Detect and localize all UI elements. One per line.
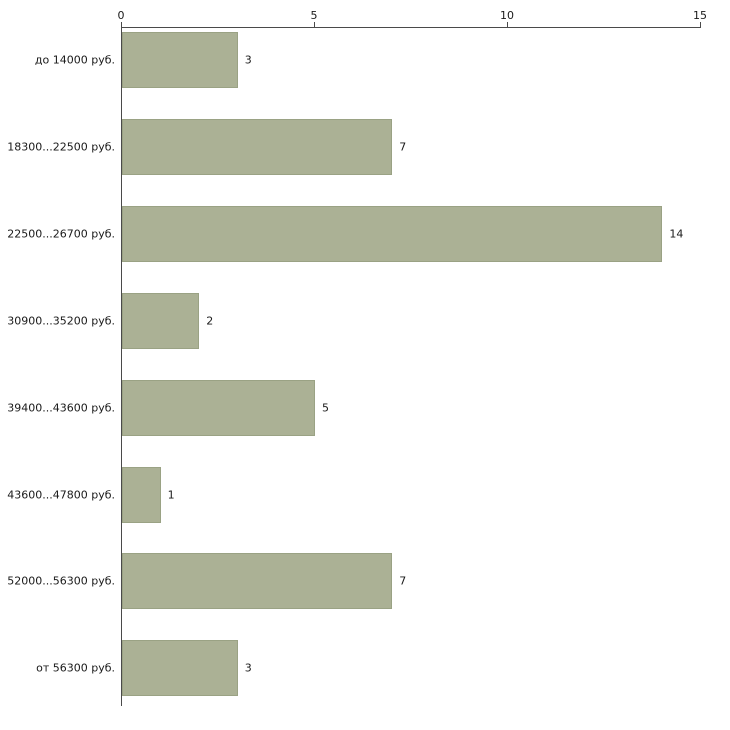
category-label: 22500...26700 руб. <box>7 227 115 241</box>
x-tick-label: 10 <box>500 9 514 22</box>
bar-value-label: 2 <box>206 314 214 328</box>
bar <box>122 32 238 88</box>
bar-value-label: 5 <box>322 401 329 415</box>
bar <box>122 640 238 697</box>
bar-value-label: 7 <box>399 574 407 588</box>
x-tick-label: 0 <box>117 9 125 22</box>
x-tick-label: 5 <box>310 9 318 22</box>
category-label: 39400...43600 руб. <box>7 401 115 415</box>
y-axis-line <box>121 27 122 706</box>
x-tick <box>700 22 701 27</box>
x-axis-line <box>121 27 701 28</box>
category-label: 52000...56300 руб. <box>7 574 115 588</box>
bar-value-label: 3 <box>244 661 252 675</box>
category-label: до 14000 руб. <box>34 53 115 67</box>
category-label: 18300...22500 руб. <box>7 140 115 154</box>
bar-value-label: 14 <box>669 227 684 241</box>
bar <box>122 118 393 175</box>
category-label: 43600...47800 руб. <box>7 488 115 501</box>
x-tick-label: 15 <box>693 9 707 22</box>
bar-value-label: 7 <box>399 140 407 154</box>
category-label: от 56300 руб. <box>36 661 115 675</box>
x-tick <box>507 22 508 27</box>
x-tick <box>121 22 122 27</box>
bar <box>122 292 200 349</box>
x-tick <box>314 22 315 27</box>
bar <box>122 379 315 436</box>
bar <box>122 466 161 523</box>
category-label: 30900...35200 руб. <box>7 314 115 328</box>
bar <box>122 205 663 262</box>
bar-value-label: 3 <box>244 53 252 67</box>
bar <box>122 553 393 610</box>
bar-value-label: 1 <box>167 488 175 501</box>
